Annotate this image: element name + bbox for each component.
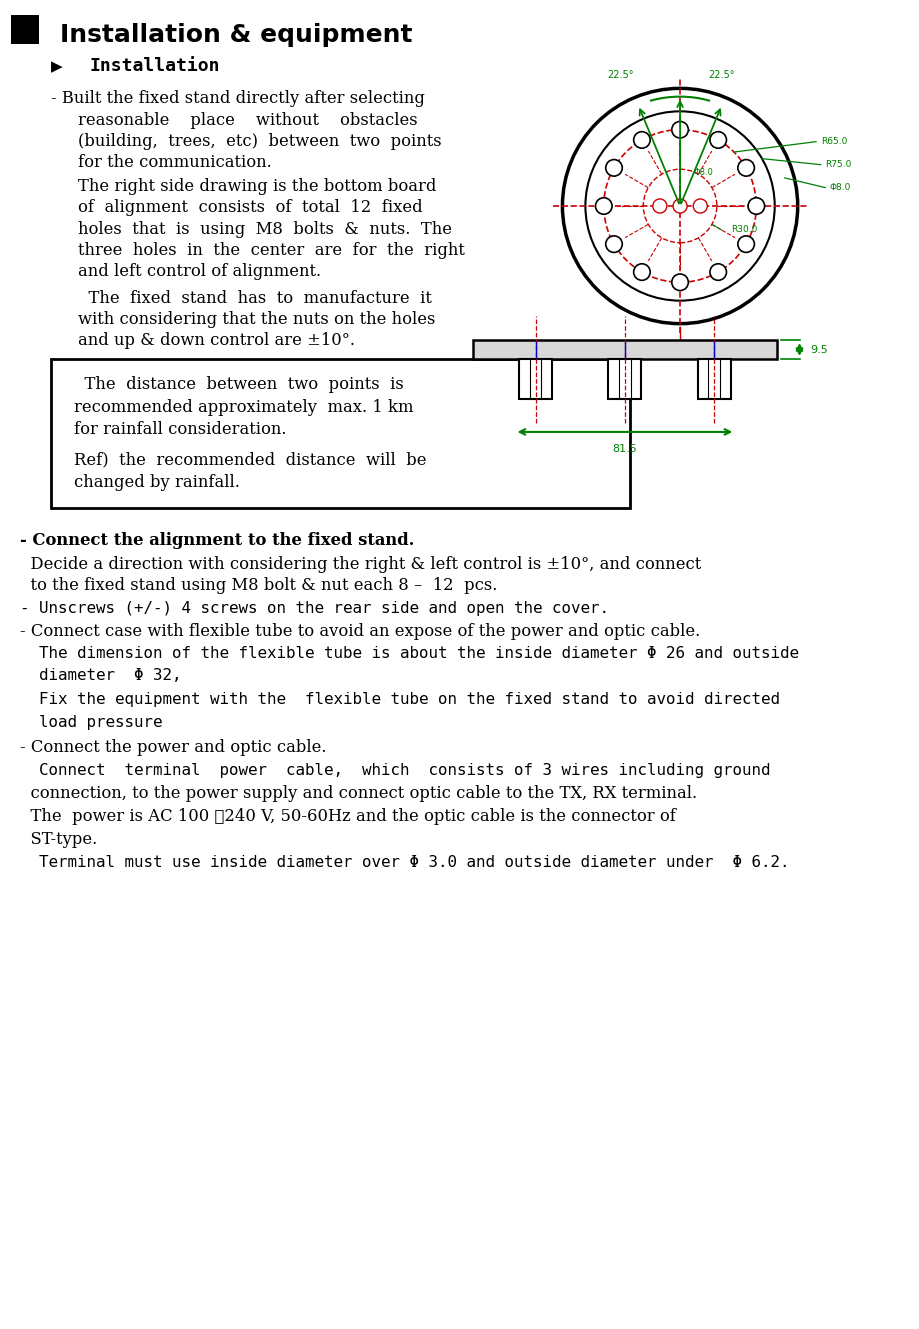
Text: The  fixed  stand  has  to  manufacture  it: The fixed stand has to manufacture it bbox=[78, 290, 432, 307]
Text: 81.5: 81.5 bbox=[613, 444, 637, 455]
Text: 22.5°: 22.5° bbox=[607, 70, 633, 80]
Text: ST-type.: ST-type. bbox=[20, 831, 97, 848]
Ellipse shape bbox=[710, 132, 726, 149]
Bar bbox=[519, 359, 552, 399]
Bar bbox=[473, 340, 777, 359]
Text: of  alignment  consists  of  total  12  fixed: of alignment consists of total 12 fixed bbox=[78, 199, 423, 217]
Ellipse shape bbox=[606, 159, 622, 177]
Text: Installation & equipment: Installation & equipment bbox=[60, 23, 413, 47]
Text: and up & down control are ±10°.: and up & down control are ±10°. bbox=[78, 332, 355, 350]
Text: - Unscrews (+/-) 4 screws on the rear side and open the cover.: - Unscrews (+/-) 4 screws on the rear si… bbox=[20, 601, 609, 615]
Text: and left control of alignment.: and left control of alignment. bbox=[78, 263, 322, 280]
Bar bbox=[698, 359, 731, 399]
Text: (building,  trees,  etc)  between  two  points: (building, trees, etc) between two point… bbox=[78, 133, 442, 150]
Text: ▶: ▶ bbox=[51, 58, 62, 74]
Text: Φ8.0: Φ8.0 bbox=[694, 169, 714, 177]
Text: three  holes  in  the  center  are  for  the  right: three holes in the center are for the ri… bbox=[78, 242, 465, 259]
Ellipse shape bbox=[672, 121, 688, 138]
Text: Terminal must use inside diameter over Φ 3.0 and outside diameter under  Φ 6.2.: Terminal must use inside diameter over Φ… bbox=[20, 855, 789, 869]
Text: The dimension of the flexible tube is about the inside diameter Φ 26 and outside: The dimension of the flexible tube is ab… bbox=[20, 646, 800, 661]
Ellipse shape bbox=[738, 159, 754, 177]
Bar bbox=[51, 359, 630, 508]
Ellipse shape bbox=[693, 199, 708, 213]
Text: holes  that  is  using  M8  bolts  &  nuts.  The: holes that is using M8 bolts & nuts. The bbox=[78, 221, 452, 238]
Text: - Built the fixed stand directly after selecting: - Built the fixed stand directly after s… bbox=[51, 90, 425, 108]
Ellipse shape bbox=[652, 199, 667, 213]
Text: changed by rainfall.: changed by rainfall. bbox=[74, 474, 239, 492]
Text: - Connect the alignment to the fixed stand.: - Connect the alignment to the fixed sta… bbox=[20, 532, 414, 549]
Text: Connect  terminal  power  cable,  which  consists of 3 wires including ground: Connect terminal power cable, which cons… bbox=[20, 763, 771, 777]
Ellipse shape bbox=[596, 198, 612, 214]
Text: - Connect the power and optic cable.: - Connect the power and optic cable. bbox=[20, 739, 327, 756]
Ellipse shape bbox=[673, 199, 687, 213]
Ellipse shape bbox=[606, 235, 622, 253]
Text: R65.0: R65.0 bbox=[821, 137, 847, 146]
Text: load pressure: load pressure bbox=[20, 715, 163, 730]
Ellipse shape bbox=[710, 263, 726, 280]
Ellipse shape bbox=[672, 274, 688, 291]
Ellipse shape bbox=[634, 263, 650, 280]
Text: Installation: Installation bbox=[89, 57, 220, 76]
Text: with considering that the nuts on the holes: with considering that the nuts on the ho… bbox=[78, 311, 436, 328]
Text: Decide a direction with considering the right & left control is ±10°, and connec: Decide a direction with considering the … bbox=[20, 556, 701, 573]
Text: - Connect case with flexible tube to avoid an expose of the power and optic cabl: - Connect case with flexible tube to avo… bbox=[20, 623, 700, 641]
Text: for the communication.: for the communication. bbox=[78, 154, 272, 171]
Text: 9.5: 9.5 bbox=[811, 344, 828, 355]
Text: reasonable    place    without    obstacles: reasonable place without obstacles bbox=[78, 112, 418, 129]
Text: connection, to the power supply and connect optic cable to the TX, RX terminal.: connection, to the power supply and conn… bbox=[20, 785, 698, 803]
Text: R30.0: R30.0 bbox=[731, 226, 757, 234]
Text: 22.5°: 22.5° bbox=[709, 70, 734, 80]
Text: recommended approximately  max. 1 km: recommended approximately max. 1 km bbox=[74, 399, 413, 416]
Text: Fix the equipment with the  flexible tube on the fixed stand to avoid directed: Fix the equipment with the flexible tube… bbox=[20, 692, 780, 707]
Text: The  power is AC 100 ～240 V, 50-60Hz and the optic cable is the connector of: The power is AC 100 ～240 V, 50-60Hz and … bbox=[20, 808, 676, 825]
Text: diameter  Φ 32,: diameter Φ 32, bbox=[20, 668, 182, 683]
Bar bbox=[608, 359, 641, 399]
Text: to the fixed stand using M8 bolt & nut each 8 –  12  pcs.: to the fixed stand using M8 bolt & nut e… bbox=[20, 577, 497, 594]
Text: Φ8.0: Φ8.0 bbox=[830, 183, 851, 193]
Bar bbox=[11, 15, 39, 44]
Ellipse shape bbox=[738, 235, 754, 253]
Text: The right side drawing is the bottom board: The right side drawing is the bottom boa… bbox=[78, 178, 437, 195]
Text: Ref)  the  recommended  distance  will  be: Ref) the recommended distance will be bbox=[74, 452, 426, 469]
Ellipse shape bbox=[748, 198, 765, 214]
Text: R75.0: R75.0 bbox=[825, 159, 852, 169]
Ellipse shape bbox=[634, 132, 651, 149]
Text: for rainfall consideration.: for rainfall consideration. bbox=[74, 421, 286, 439]
Text: The  distance  between  two  points  is: The distance between two points is bbox=[74, 376, 403, 393]
